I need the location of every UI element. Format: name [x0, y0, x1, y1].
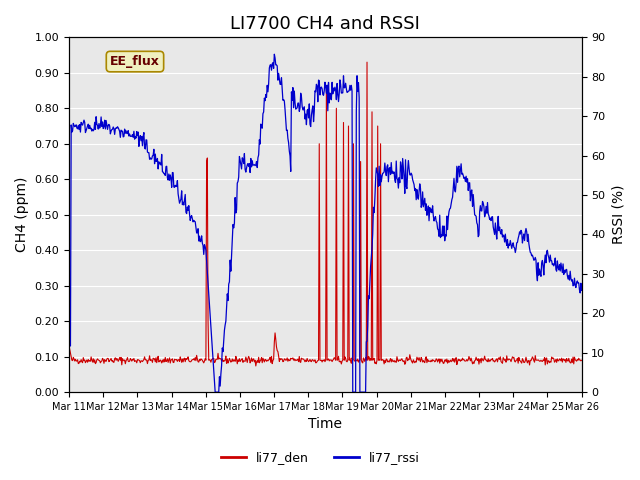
Y-axis label: RSSI (%): RSSI (%) — [611, 185, 625, 244]
Title: LI7700 CH4 and RSSI: LI7700 CH4 and RSSI — [230, 15, 420, 33]
Text: EE_flux: EE_flux — [110, 55, 160, 68]
Legend: li77_den, li77_rssi: li77_den, li77_rssi — [216, 446, 424, 469]
X-axis label: Time: Time — [308, 418, 342, 432]
Y-axis label: CH4 (ppm): CH4 (ppm) — [15, 177, 29, 252]
